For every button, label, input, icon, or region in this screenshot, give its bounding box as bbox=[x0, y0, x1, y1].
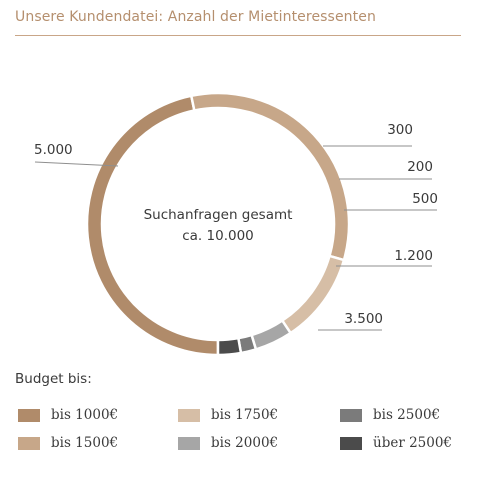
value-labels: 5.000 3.500 1.200 500 200 300 bbox=[34, 122, 438, 327]
legend-label: bis 2500€ bbox=[373, 407, 441, 423]
legend-swatch bbox=[178, 409, 200, 422]
center-label-line-1: Suchanfragen gesamt bbox=[144, 207, 293, 223]
value-label-1: 5.000 bbox=[34, 142, 73, 158]
legend-swatch bbox=[18, 409, 40, 422]
donut-segment-3 bbox=[280, 254, 346, 335]
value-label-2: 3.500 bbox=[344, 311, 383, 327]
legend-label: bis 1500€ bbox=[51, 435, 119, 451]
legend-label: über 2500€ bbox=[373, 435, 453, 451]
value-label-5: 200 bbox=[407, 159, 433, 175]
legend-label: bis 2000€ bbox=[211, 435, 279, 451]
leader-lines bbox=[34, 145, 437, 331]
legend-label: bis 1000€ bbox=[51, 407, 119, 423]
donut-segment-4 bbox=[250, 318, 293, 351]
leader-line-1 bbox=[34, 161, 119, 167]
legend-title: Budget bis: bbox=[15, 371, 92, 387]
chart-title: Unsere Kundendatei: Anzahl der Mietinter… bbox=[15, 9, 376, 25]
title-divider bbox=[15, 35, 461, 36]
value-label-3: 1.200 bbox=[394, 248, 433, 264]
donut-segments bbox=[85, 91, 351, 357]
legend-swatch bbox=[18, 437, 40, 450]
donut-segment-6 bbox=[216, 336, 243, 357]
legend-swatch bbox=[178, 437, 200, 450]
legend-swatch bbox=[340, 409, 362, 422]
center-label-line-2: ca. 10.000 bbox=[182, 228, 254, 244]
donut-segment-1 bbox=[85, 94, 220, 357]
donut-chart: 5.000 3.500 1.200 500 200 300 Suchanfragen ge… bbox=[34, 91, 438, 357]
legend-label: bis 1750€ bbox=[211, 407, 279, 423]
legend-swatch bbox=[340, 437, 362, 450]
value-label-4: 500 bbox=[412, 191, 438, 207]
value-label-6: 300 bbox=[387, 122, 413, 138]
